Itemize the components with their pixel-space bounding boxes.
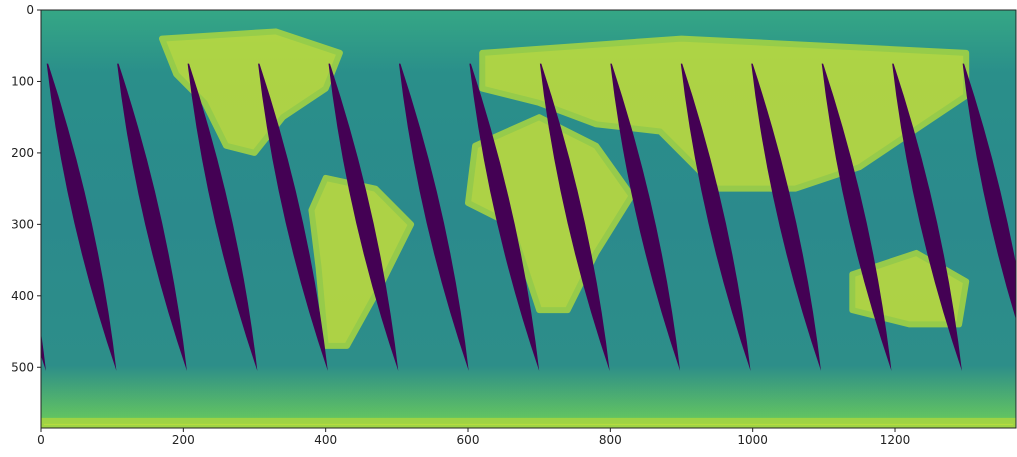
- y-tick-label: 300: [11, 217, 34, 231]
- swath-gap: [187, 63, 258, 371]
- swath-gap: [328, 63, 399, 371]
- swath-gap: [892, 63, 962, 371]
- swath-gap: [398, 63, 469, 371]
- swath-gap: [469, 63, 540, 371]
- swath-gap: [751, 63, 821, 371]
- y-tick-label: 200: [11, 146, 34, 160]
- swath-gap: [610, 63, 681, 371]
- swath-gap: [539, 63, 610, 371]
- x-tick-label: 400: [314, 433, 337, 447]
- swath-gap: [117, 63, 187, 371]
- swath-gap: [821, 63, 892, 371]
- x-tick-label: 1200: [880, 433, 911, 447]
- x-tick-label: 200: [172, 433, 195, 447]
- y-tick-label: 0: [26, 3, 34, 17]
- x-tick-label: 1000: [737, 433, 768, 447]
- axes-frame: [40, 9, 1017, 429]
- land: [41, 417, 1016, 428]
- image: [41, 10, 1016, 428]
- swath-gap: [46, 63, 117, 371]
- y-tick-label: 100: [11, 74, 34, 88]
- swath-gap: [258, 63, 328, 371]
- x-tick-label: 800: [599, 433, 622, 447]
- y-tick-label: 400: [11, 289, 34, 303]
- y-tick-label: 500: [11, 360, 34, 374]
- x-tick-label: 600: [457, 433, 480, 447]
- x-tick-label: 0: [37, 433, 45, 447]
- swath-gap: [680, 63, 751, 371]
- land: [308, 174, 415, 349]
- swath-gap: [962, 63, 1016, 320]
- swath-gap: [41, 332, 46, 371]
